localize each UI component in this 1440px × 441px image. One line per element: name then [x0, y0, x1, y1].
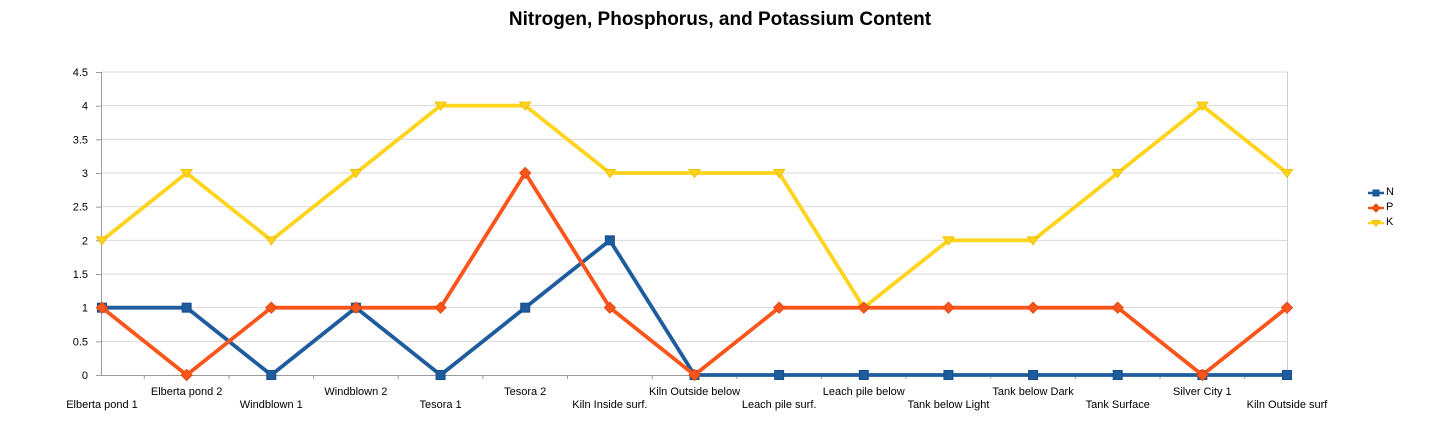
x-category-label: Leach pile surf.: [742, 399, 817, 411]
x-category-label: Tank below Light: [907, 399, 989, 411]
x-category-label: Silver City 1: [1173, 386, 1232, 398]
marker-P-4: [434, 301, 447, 314]
x-category-label: Tank below Dark: [992, 386, 1074, 398]
x-category-label: Tesora 1: [419, 399, 461, 411]
y-tick-label: 4.5: [73, 67, 88, 79]
y-tick-label: 0: [82, 370, 88, 382]
marker-P-1: [180, 368, 193, 382]
y-tick-label: 1: [82, 303, 88, 315]
y-tick-label: 0.5: [73, 336, 88, 348]
marker-N-10: [943, 370, 954, 380]
marker-N-12: [1112, 370, 1123, 380]
marker-N-1: [181, 302, 192, 313]
marker-K-13: [1195, 101, 1209, 112]
x-category-label: Elberta pond 2: [151, 386, 223, 398]
x-category-label: Kiln Outside surf: [1247, 399, 1329, 411]
marker-K-8: [772, 169, 786, 179]
y-tick-label: 1.5: [73, 269, 88, 281]
chart-title: Nitrogen, Phosphorus, and Potassium Cont…: [508, 9, 932, 30]
x-category-label: Tesora 2: [504, 386, 546, 398]
marker-N-6: [604, 235, 615, 246]
marker-N-2: [266, 370, 277, 380]
x-category-label: Kiln Inside surf.: [572, 399, 647, 411]
y-tick-label: 3.5: [73, 134, 88, 146]
y-tick-label: 2: [82, 235, 88, 247]
marker-P-10: [942, 301, 955, 314]
marker-N-11: [1028, 370, 1039, 380]
marker-P-14: [1280, 301, 1294, 314]
marker-P-13: [1196, 368, 1209, 382]
marker-K-10: [941, 236, 955, 246]
marker-N-14: [1282, 370, 1292, 380]
marker-P-2: [265, 301, 278, 314]
y-tick-label: 4: [82, 101, 88, 113]
legend-marker-triangle-down-icon: [1368, 219, 1384, 227]
legend-item-P: P: [1368, 200, 1394, 215]
x-category-label: Tank Surface: [1086, 399, 1150, 411]
y-tick-label: 3: [82, 168, 88, 180]
marker-K-6: [603, 169, 617, 179]
marker-P-6: [603, 301, 617, 314]
marker-N-8: [774, 370, 785, 380]
x-category-label: Windblown 1: [240, 399, 303, 411]
marker-K-11: [1026, 236, 1040, 246]
legend-label: K: [1386, 216, 1394, 228]
marker-P-11: [1026, 301, 1040, 314]
marker-N-5: [520, 302, 531, 313]
marker-P-7: [688, 368, 701, 382]
marker-P-0: [95, 301, 109, 314]
legend-item-K: K: [1368, 215, 1394, 230]
marker-P-12: [1111, 301, 1124, 314]
marker-N-9: [858, 370, 869, 380]
x-category-label: Elberta pond 1: [66, 399, 138, 411]
legend-label: P: [1386, 201, 1394, 213]
y-tick-label: 2.5: [73, 202, 88, 214]
marker-K-14: [1280, 169, 1294, 179]
marker-K-12: [1111, 169, 1125, 179]
marker-P-9: [857, 301, 870, 314]
x-category-label: Kiln Outside below: [649, 386, 740, 398]
marker-P-3: [349, 301, 363, 314]
marker-P-8: [772, 301, 786, 314]
legend-item-N: N: [1368, 185, 1394, 200]
marker-K-0: [95, 236, 109, 246]
legend-marker-diamond-icon: [1368, 202, 1384, 213]
marker-K-5: [518, 101, 532, 112]
x-category-label: Windblown 2: [324, 386, 387, 398]
marker-K-7: [688, 169, 701, 179]
marker-K-3: [349, 169, 363, 179]
x-category-label: Leach pile below: [823, 386, 905, 398]
marker-N-4: [435, 370, 446, 380]
marker-K-4: [434, 101, 448, 112]
legend-marker-square-icon: [1368, 189, 1384, 196]
marker-P-5: [519, 166, 532, 180]
marker-K-1: [180, 169, 194, 179]
marker-K-2: [264, 236, 278, 246]
legend-label: N: [1386, 186, 1394, 198]
